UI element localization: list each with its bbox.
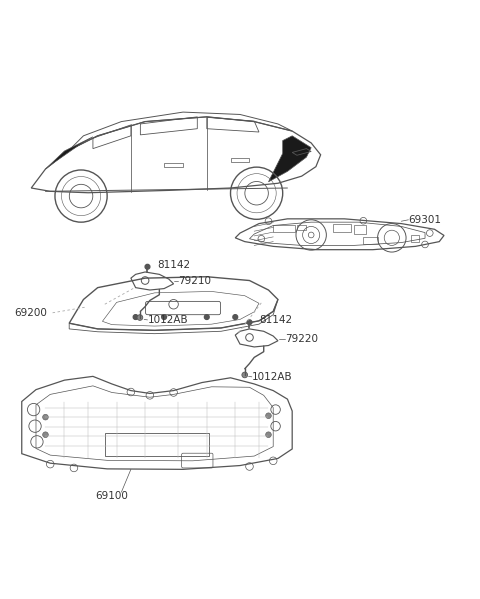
Circle shape	[43, 432, 48, 437]
Text: 1012AB: 1012AB	[252, 373, 292, 382]
Circle shape	[242, 372, 248, 378]
Text: 69200: 69200	[14, 308, 48, 318]
Circle shape	[162, 314, 167, 319]
Circle shape	[265, 432, 271, 437]
Circle shape	[233, 314, 238, 319]
Text: 69100: 69100	[96, 491, 128, 501]
Text: 81142: 81142	[157, 260, 190, 270]
Text: 69301: 69301	[408, 215, 442, 225]
Text: 81142: 81142	[259, 316, 292, 325]
Text: 1012AB: 1012AB	[147, 316, 188, 325]
Circle shape	[204, 314, 209, 319]
Circle shape	[145, 264, 150, 269]
Polygon shape	[46, 137, 93, 169]
Circle shape	[265, 413, 271, 419]
Text: 79220: 79220	[285, 334, 318, 344]
Circle shape	[43, 415, 48, 420]
Circle shape	[247, 320, 252, 325]
Text: 79210: 79210	[179, 277, 211, 286]
Circle shape	[137, 314, 143, 320]
Polygon shape	[268, 136, 311, 182]
Circle shape	[133, 314, 138, 319]
